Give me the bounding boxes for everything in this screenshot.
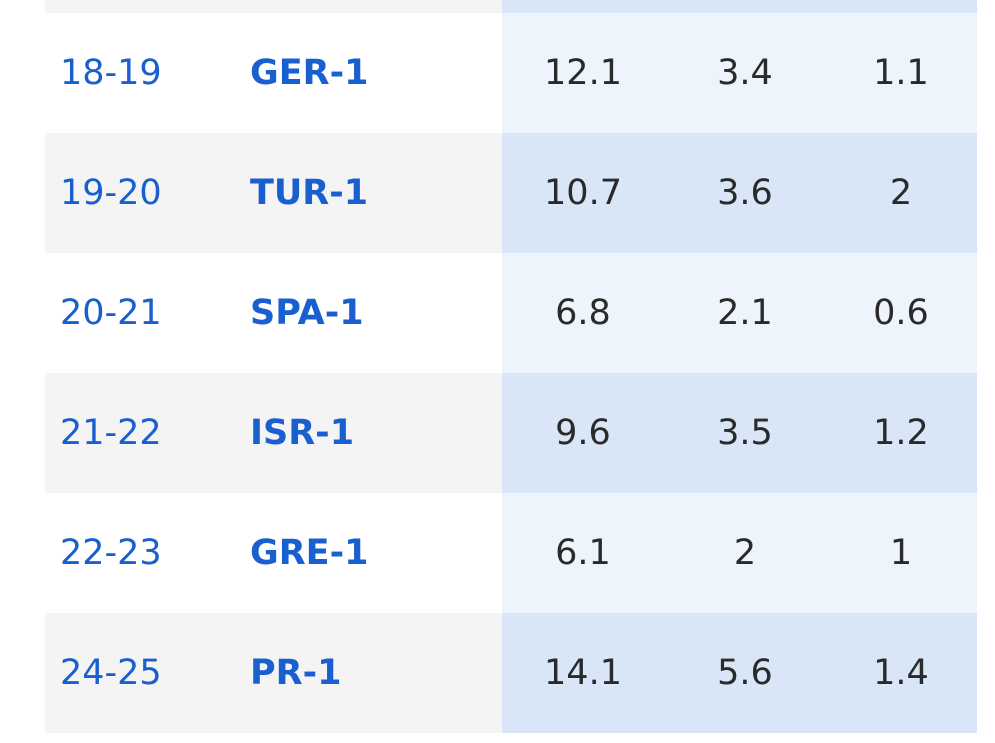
stat-value: 14.1 [544,653,622,693]
table-row: 19-20 TUR-1 10.7 3.6 2 [45,133,977,253]
table-row: 24-25 PR-1 14.1 5.6 1.4 [45,613,977,733]
season-link[interactable]: 20-21 [60,293,162,333]
stat-value: 3.4 [717,53,773,93]
league-link[interactable]: GRE-1 [250,533,369,573]
stat-value: 10.7 [544,173,622,213]
table-row: 21-22 ISR-1 9.6 3.5 1.2 [45,373,977,493]
league-link[interactable]: TUR-1 [250,173,369,213]
stat-value: 3.6 [717,173,773,213]
highlight-column [502,253,977,373]
highlight-column [502,613,977,733]
season-link[interactable]: 18-19 [60,53,162,93]
highlight-column [502,373,977,493]
season-link[interactable]: 22-23 [60,533,162,573]
league-link[interactable]: SPA-1 [250,293,364,333]
table-row: 20-21 SPA-1 6.8 2.1 0.6 [45,253,977,373]
league-link[interactable]: PR-1 [250,653,342,693]
table-row: 18-19 GER-1 12.1 3.4 1.1 [45,13,977,133]
stat-value: 1 [889,533,913,573]
stat-value: 1.2 [873,413,929,453]
stat-value: 1.4 [873,653,929,693]
stat-value: 0.6 [873,293,929,333]
stat-value: 2.1 [717,293,773,333]
stat-value: 12.1 [544,53,622,93]
league-link[interactable]: ISR-1 [250,413,355,453]
highlight-column [502,133,977,253]
stat-value: 3.5 [717,413,773,453]
season-link[interactable]: 19-20 [60,173,162,213]
highlight-column [502,493,977,613]
stat-value: 9.6 [555,413,611,453]
season-link[interactable]: 21-22 [60,413,162,453]
stat-value: 2 [733,533,757,573]
stat-value: 2 [889,173,913,213]
stat-value: 6.8 [555,293,611,333]
league-link[interactable]: GER-1 [250,53,369,93]
highlight-column [502,0,977,13]
highlight-column [502,13,977,133]
stat-value: 1.1 [873,53,929,93]
stat-value: 6.1 [555,533,611,573]
table-row-partial [45,0,977,13]
table-row: 22-23 GRE-1 6.1 2 1 [45,493,977,613]
stat-value: 5.6 [717,653,773,693]
season-link[interactable]: 24-25 [60,653,162,693]
